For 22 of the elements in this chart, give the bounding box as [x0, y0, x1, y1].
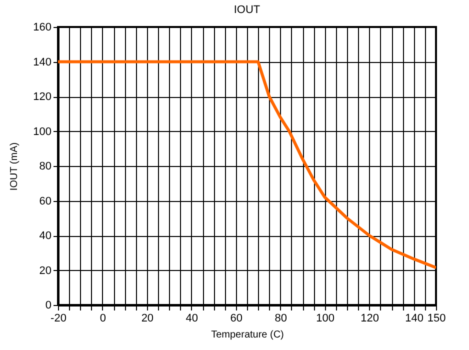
y-axis-title: IOUT (mA) — [9, 142, 20, 191]
x-tick-label: 0 — [100, 312, 106, 324]
x-tick-label: 140 — [405, 312, 424, 324]
x-tick-label: 60 — [230, 312, 243, 324]
y-tick-label: 40 — [39, 230, 52, 242]
x-tick-label: 40 — [186, 312, 198, 324]
x-tick-label: -20 — [50, 312, 66, 324]
y-tick-label: 140 — [33, 56, 52, 68]
y-tick-label: 120 — [33, 91, 52, 103]
y-tick-label: 20 — [39, 264, 52, 277]
y-tick-label: 0 — [45, 300, 52, 312]
y-tick-label: 160 — [33, 22, 52, 34]
y-tick-label: 100 — [33, 126, 52, 138]
x-tick-label: 20 — [141, 312, 154, 324]
x-axis-title: Temperature (C) — [211, 330, 284, 340]
x-tick-label: 150 — [427, 312, 446, 324]
y-tick-label: 80 — [39, 160, 52, 172]
chart-title: IOUT — [234, 4, 260, 16]
x-tick-label: 80 — [274, 312, 287, 324]
x-tick-label: 100 — [316, 312, 335, 324]
x-tick-label: 120 — [360, 312, 379, 324]
y-tick-label: 60 — [39, 195, 52, 208]
